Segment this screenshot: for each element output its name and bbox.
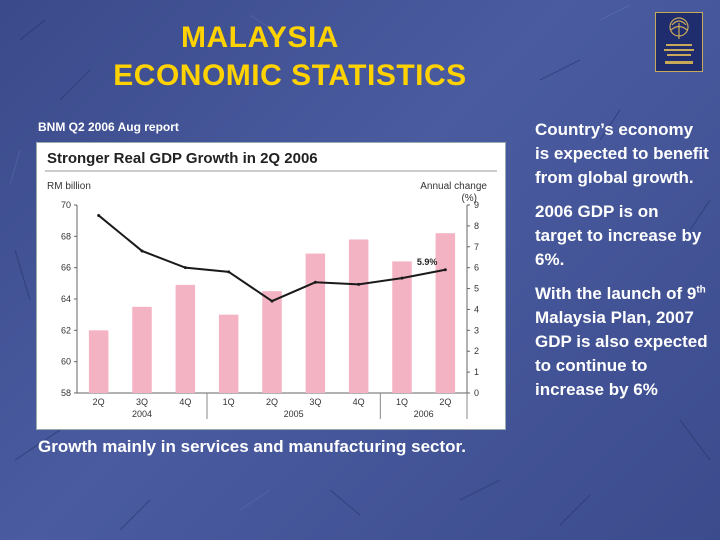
bullet-item: 2006 GDP is on target to increase by 6%. (535, 202, 702, 269)
report-source-label: BNM Q2 2006 Aug report (38, 120, 179, 134)
annotation-label: 5.9% (417, 257, 438, 267)
right-tick-label: 7 (474, 242, 479, 252)
left-tick-label: 62 (61, 325, 71, 335)
year-label: 2005 (284, 409, 304, 419)
page-title-line1: MALAYSIA (181, 21, 339, 54)
left-tick-label: 70 (61, 200, 71, 210)
growth-point (270, 299, 274, 303)
left-tick-label: 68 (61, 231, 71, 241)
right-tick-label: 8 (474, 221, 479, 231)
growth-point (443, 268, 447, 272)
growth-point (183, 266, 187, 270)
left-tick-label: 60 (61, 357, 71, 367)
right-tick-label: 4 (474, 304, 479, 314)
year-label: 2006 (414, 409, 434, 419)
year-label: 2004 (132, 409, 152, 419)
bullet-item: Country’s economy is expected to benefit… (535, 120, 709, 187)
gdp-bar (305, 253, 326, 393)
x-tick-label: 1Q (396, 397, 408, 407)
x-tick-label: 4Q (179, 397, 191, 407)
left-tick-label: 66 (61, 263, 71, 273)
bullet-list: Country’s economy is expected to benefit… (535, 118, 710, 412)
right-axis-unit: (%) (461, 193, 477, 204)
x-tick-label: 2Q (93, 397, 105, 407)
gdp-bar (218, 314, 239, 393)
chart-caption: Growth mainly in services and manufactur… (38, 437, 466, 456)
right-tick-label: 1 (474, 367, 479, 377)
right-tick-label: 3 (474, 325, 479, 335)
chart-title: Stronger Real GDP Growth in 2Q 2006 (47, 150, 318, 167)
growth-point (400, 276, 404, 280)
growth-point (313, 280, 317, 284)
gdp-bar (435, 233, 456, 393)
right-tick-label: 5 (474, 284, 479, 294)
right-tick-label: 9 (474, 200, 479, 210)
left-tick-label: 58 (61, 388, 71, 398)
gdp-bar (132, 306, 152, 393)
x-tick-label: 3Q (309, 397, 321, 407)
right-tick-label: 2 (474, 346, 479, 356)
gdp-bar (392, 261, 412, 393)
x-tick-label: 2Q (266, 397, 278, 407)
x-tick-label: 3Q (136, 397, 148, 407)
growth-point (357, 282, 361, 286)
growth-point (140, 249, 144, 253)
gdp-chart-svg: Stronger Real GDP Growth in 2Q 2006 RM bi… (45, 150, 497, 419)
x-tick-label: 1Q (223, 397, 235, 407)
right-axis-label: Annual change (420, 181, 487, 192)
bullet-item: With the launch of 9th Malaysia Plan, 20… (535, 284, 708, 399)
x-tick-label: 2Q (439, 397, 451, 407)
right-tick-label: 6 (474, 263, 479, 273)
gdp-chart: Stronger Real GDP Growth in 2Q 2006 RM bi… (36, 142, 506, 430)
gdp-bar (88, 330, 109, 393)
page-title-line2: ECONOMIC STATISTICS (113, 59, 467, 92)
x-tick-label: 4Q (353, 397, 365, 407)
right-tick-label: 0 (474, 388, 479, 398)
gdp-bar (262, 291, 282, 393)
left-axis-label: RM billion (47, 181, 91, 192)
gdp-bar (348, 239, 369, 393)
left-tick-label: 64 (61, 294, 71, 304)
growth-point (227, 270, 231, 274)
gdp-bar (175, 284, 196, 393)
tree-logo-icon (664, 17, 694, 64)
growth-point (97, 213, 101, 217)
organization-logo (655, 12, 703, 72)
